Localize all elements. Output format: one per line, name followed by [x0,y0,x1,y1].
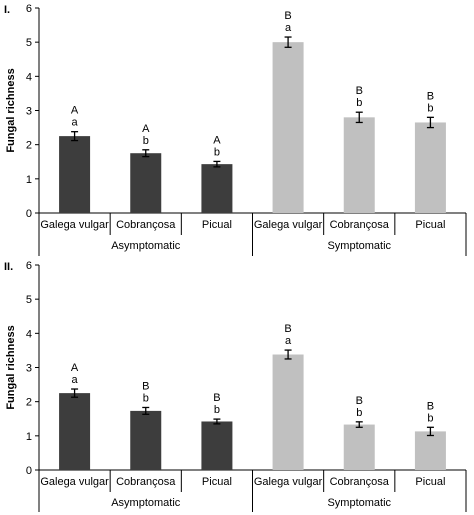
y-tick-label: 1 [26,174,32,186]
significance-lowercase: b [143,135,149,147]
y-tick-label: 6 [26,3,32,15]
y-tick-label: 1 [26,431,32,443]
significance-lowercase: a [285,335,292,347]
bar [201,164,233,213]
panel-label: II. [4,261,13,273]
y-tick-label: 2 [26,140,32,152]
significance-lowercase: b [356,97,362,109]
x-category-label: Galega vulgar [40,476,109,488]
x-group-label: Symptomatic [327,497,391,509]
bar [414,431,446,470]
panel-label: I. [4,4,10,16]
y-tick-label: 2 [26,397,32,409]
significance-lowercase: b [143,392,149,404]
y-tick-label: 3 [26,363,32,375]
bar [130,410,162,470]
significance-uppercase: B [356,395,363,407]
y-axis-label: Fungal richness [5,325,17,409]
x-category-label: Picual [415,219,445,231]
significance-uppercase: B [284,323,291,335]
significance-lowercase: a [72,117,79,129]
y-tick-label: 5 [26,37,32,49]
x-group-label: Asymptomatic [111,497,181,509]
significance-uppercase: A [71,105,79,117]
bar [272,354,304,470]
significance-uppercase: A [71,362,79,374]
significance-uppercase: A [142,123,150,135]
significance-lowercase: b [427,102,433,114]
bar [59,136,91,213]
significance-uppercase: B [427,90,434,102]
x-category-label: Galega vulgar [254,219,323,231]
bar [343,424,375,470]
x-category-label: Cobrançosa [330,476,390,488]
y-tick-label: 6 [26,260,32,272]
significance-lowercase: b [214,404,220,416]
x-category-label: Galega vulgar [40,219,109,231]
bar [272,42,304,213]
bar [414,122,446,213]
significance-uppercase: B [142,380,149,392]
y-tick-label: 0 [26,465,32,477]
x-group-label: Symptomatic [327,240,391,252]
bar [130,153,162,213]
significance-lowercase: a [72,374,79,386]
significance-lowercase: b [356,407,362,419]
x-category-label: Picual [202,219,232,231]
bar [343,117,375,213]
significance-uppercase: A [213,134,221,146]
y-tick-label: 3 [26,106,32,118]
y-tick-label: 4 [26,71,32,83]
bar [59,393,91,470]
significance-lowercase: b [427,412,433,424]
x-category-label: Galega vulgar [254,476,323,488]
x-category-label: Picual [415,476,445,488]
significance-lowercase: b [214,146,220,158]
y-tick-label: 0 [26,208,32,220]
x-group-label: Asymptomatic [111,240,181,252]
x-category-label: Cobrançosa [330,219,390,231]
significance-uppercase: B [427,400,434,412]
y-tick-label: 5 [26,294,32,306]
significance-uppercase: B [213,392,220,404]
x-category-label: Picual [202,476,232,488]
y-tick-label: 4 [26,328,32,340]
y-axis-label: Fungal richness [5,68,17,152]
bar [201,421,233,470]
x-category-label: Cobrançosa [116,476,176,488]
significance-lowercase: a [285,22,292,34]
significance-uppercase: B [356,85,363,97]
significance-uppercase: B [284,10,291,22]
x-category-label: Cobrançosa [116,219,176,231]
